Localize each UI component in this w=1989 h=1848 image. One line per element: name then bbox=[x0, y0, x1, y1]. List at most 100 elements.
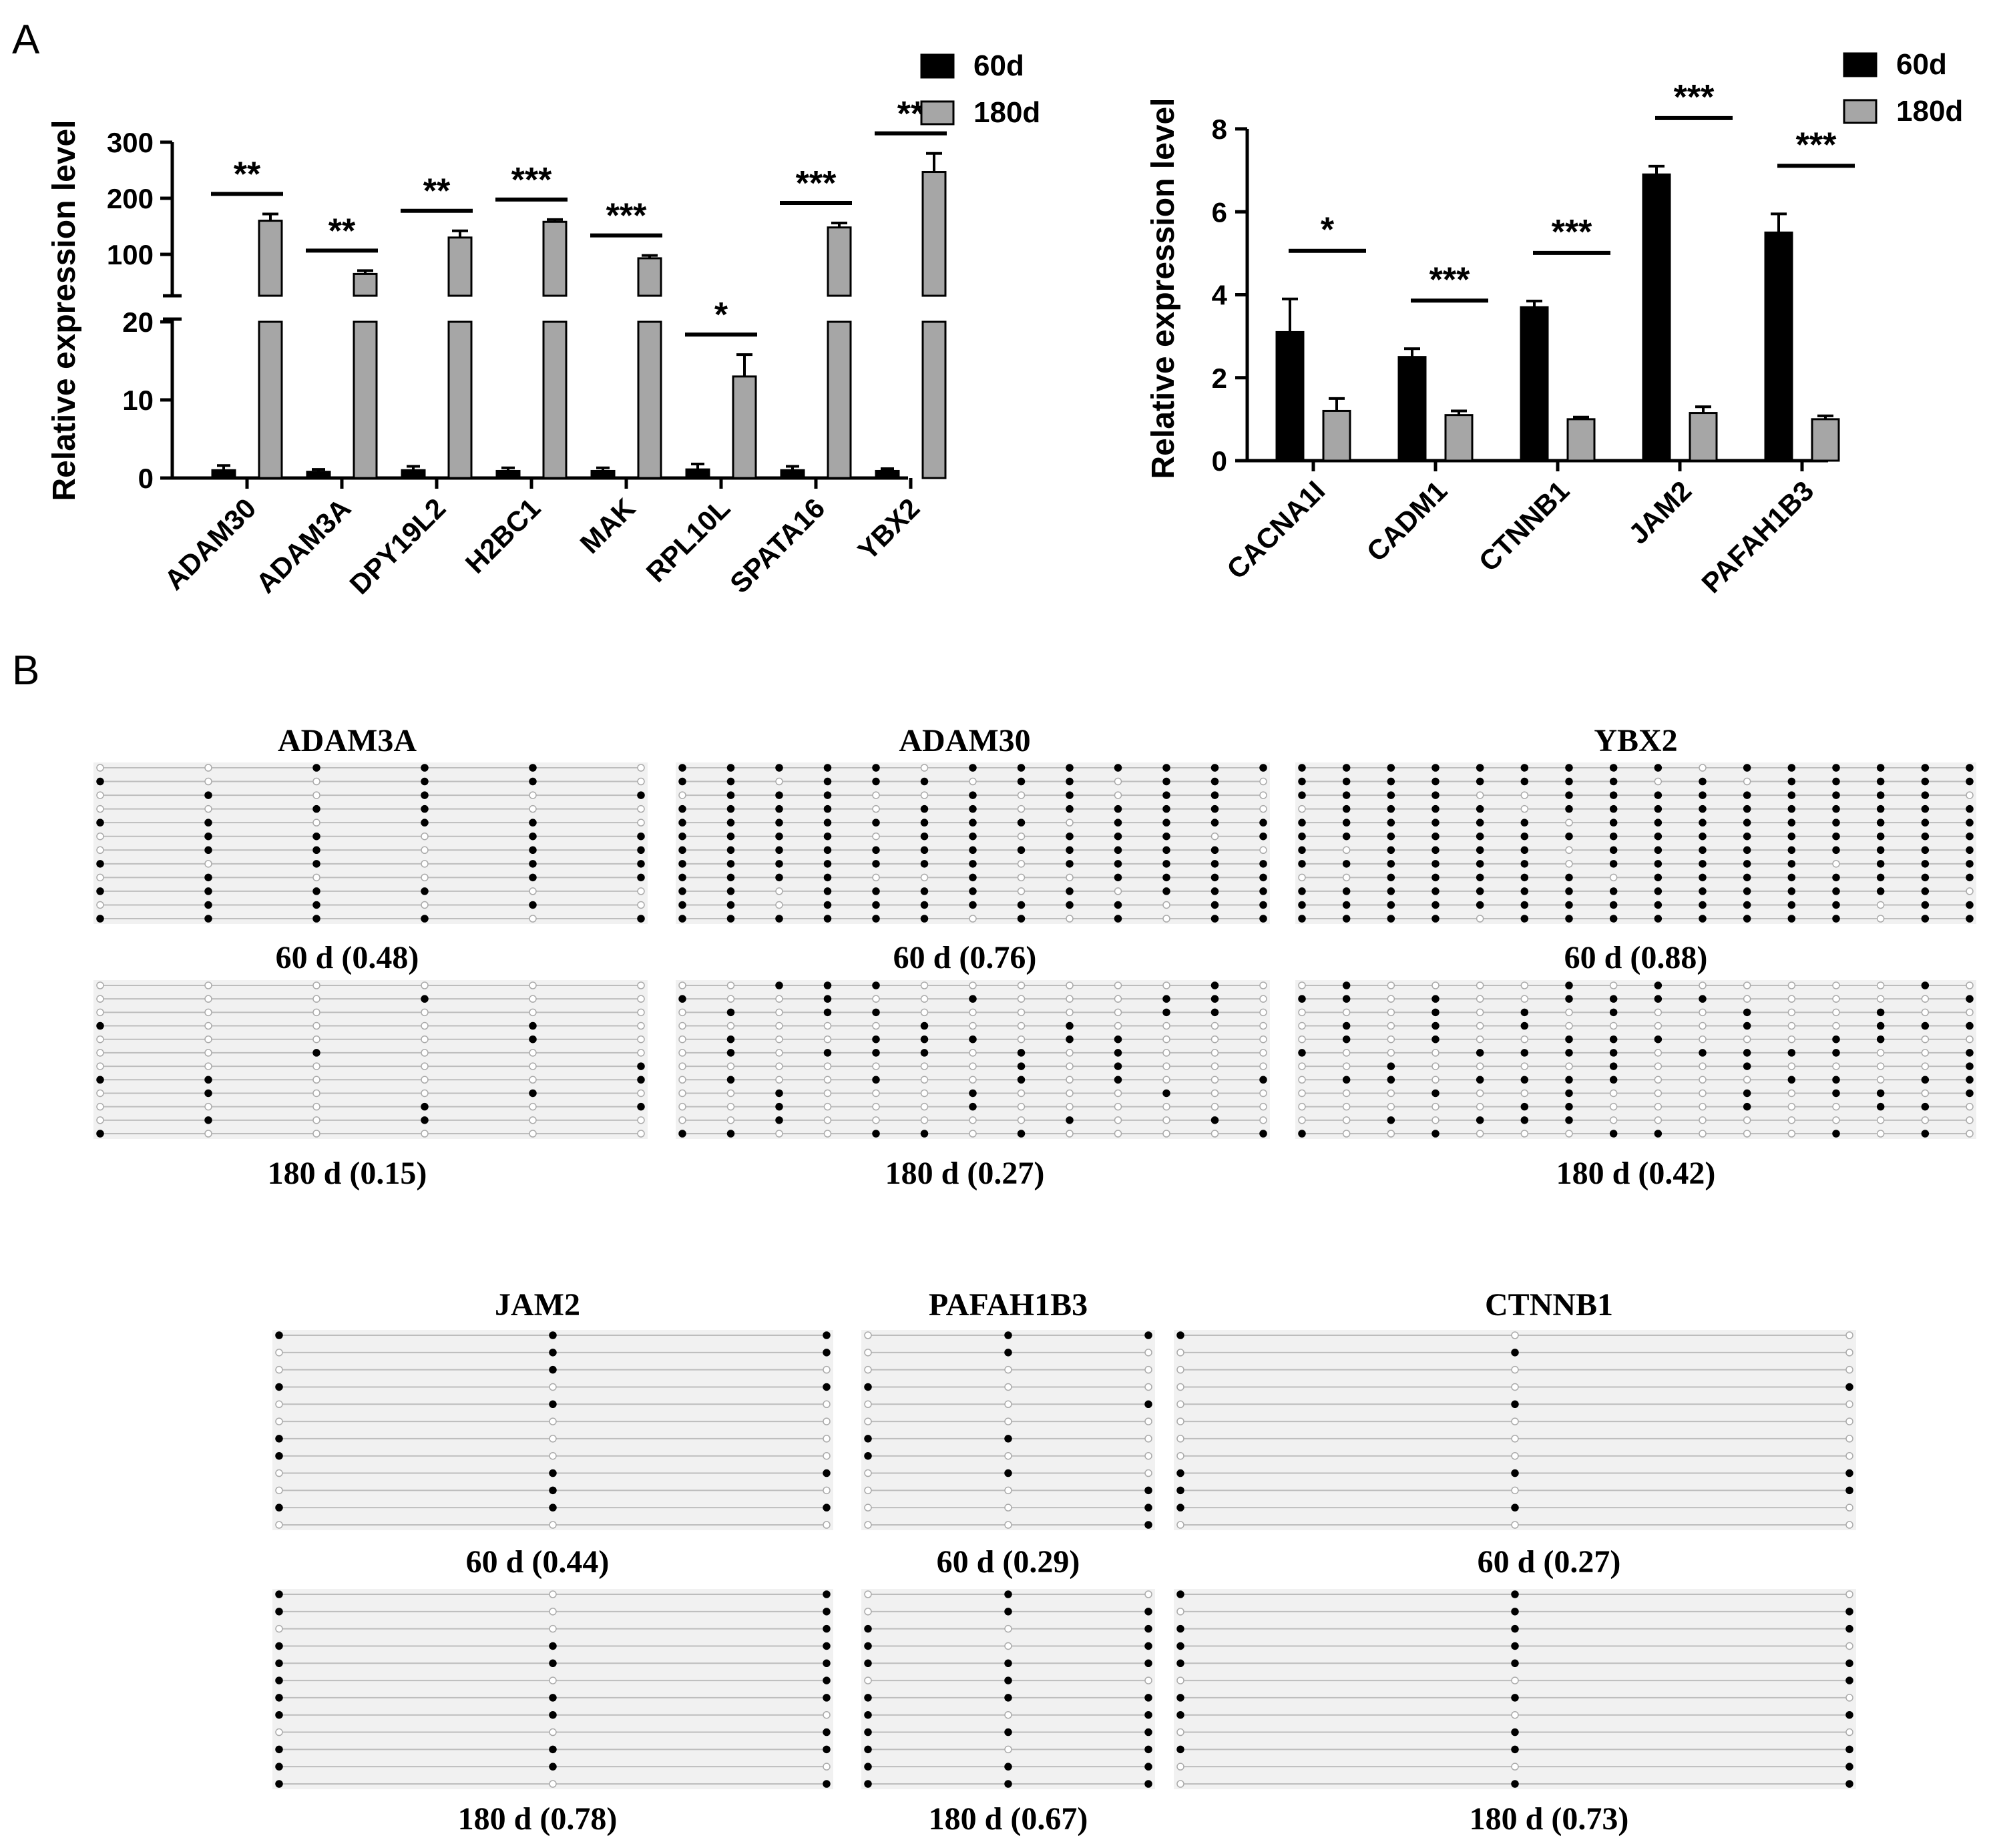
cpg-unmethylated bbox=[1966, 1008, 1974, 1017]
cpg-unmethylated bbox=[204, 1021, 212, 1030]
y-axis-label: Relative expression level bbox=[1146, 98, 1181, 479]
cpg-unmethylated bbox=[1609, 1102, 1618, 1111]
label-ADAM30-60d: 60 d (0.76) bbox=[893, 940, 1037, 975]
cpg-methylated bbox=[1476, 832, 1484, 841]
cpg-unmethylated bbox=[1565, 860, 1573, 868]
cpg-methylated bbox=[1699, 832, 1707, 841]
cpg-unmethylated bbox=[421, 860, 429, 868]
cpg-unmethylated bbox=[549, 1728, 557, 1737]
cpg-methylated bbox=[1520, 901, 1529, 909]
cpg-methylated bbox=[1876, 1008, 1885, 1017]
cpg-methylated bbox=[1259, 1076, 1267, 1084]
label-PAFAH1B3-60d: 60 d (0.29) bbox=[937, 1544, 1080, 1580]
cpg-unmethylated bbox=[823, 1021, 832, 1030]
cpg-unmethylated bbox=[549, 1521, 557, 1529]
cpg-methylated bbox=[1431, 1089, 1440, 1098]
legend-swatch-60d bbox=[1843, 52, 1877, 77]
cpg-unmethylated bbox=[920, 764, 929, 772]
cpg-unmethylated bbox=[1298, 1008, 1306, 1017]
cpg-unmethylated bbox=[678, 1008, 686, 1017]
cpg-unmethylated bbox=[1114, 981, 1122, 989]
cpg-methylated bbox=[920, 846, 929, 855]
cpg-methylated bbox=[312, 832, 320, 841]
cpg-unmethylated bbox=[1520, 981, 1529, 989]
cpg-methylated bbox=[1431, 887, 1440, 895]
cpg-methylated bbox=[823, 901, 832, 909]
cpg-methylated bbox=[1966, 819, 1974, 827]
cpg-methylated bbox=[678, 860, 686, 868]
bar-180d bbox=[637, 320, 662, 479]
cpg-methylated bbox=[726, 764, 735, 772]
cpg-methylated bbox=[1342, 1021, 1351, 1030]
bar-60d bbox=[1520, 306, 1549, 462]
cpg-methylated bbox=[969, 791, 977, 799]
cpg-methylated bbox=[1654, 901, 1663, 909]
cpg-methylated bbox=[775, 832, 783, 841]
cpg-unmethylated bbox=[1699, 764, 1707, 772]
cpg-unmethylated bbox=[1176, 1728, 1184, 1737]
cpg-unmethylated bbox=[96, 1035, 104, 1044]
cpg-unmethylated bbox=[1259, 791, 1267, 799]
cpg-unmethylated bbox=[1342, 1102, 1351, 1111]
significance-label: * bbox=[714, 296, 728, 334]
cpg-methylated bbox=[1004, 1590, 1012, 1598]
cpg-unmethylated bbox=[275, 1349, 283, 1357]
cpg-methylated bbox=[1845, 1710, 1853, 1719]
cpg-unmethylated bbox=[823, 1763, 831, 1771]
cpg-unmethylated bbox=[421, 832, 429, 841]
cpg-methylated bbox=[1431, 832, 1440, 841]
legend-b: 60d 180d bbox=[1843, 48, 1963, 128]
cpg-unmethylated bbox=[1845, 1504, 1853, 1512]
cpg-methylated bbox=[775, 1116, 783, 1124]
cpg-methylated bbox=[1298, 1049, 1306, 1057]
cpg-methylated bbox=[1565, 981, 1573, 989]
cpg-unmethylated bbox=[1259, 846, 1267, 855]
cpg-methylated bbox=[1966, 901, 1974, 909]
cpg-unmethylated bbox=[678, 791, 686, 799]
cpg-methylated bbox=[204, 887, 212, 895]
cpg-methylated bbox=[823, 1608, 831, 1616]
cpg-methylated bbox=[1699, 791, 1707, 799]
cpg-methylated bbox=[637, 832, 645, 841]
cpg-methylated bbox=[1520, 915, 1529, 923]
cpg-unmethylated bbox=[678, 1062, 686, 1070]
cpg-methylated bbox=[775, 915, 783, 923]
cpg-unmethylated bbox=[529, 791, 537, 799]
cpg-methylated bbox=[1210, 901, 1219, 909]
cpg-methylated bbox=[1845, 1659, 1853, 1668]
cpg-methylated bbox=[872, 860, 880, 868]
cpg-methylated bbox=[969, 832, 977, 841]
cpg-methylated bbox=[1787, 764, 1796, 772]
cpg-unmethylated bbox=[1876, 1076, 1885, 1084]
cpg-methylated bbox=[1259, 1130, 1267, 1138]
cpg-methylated bbox=[637, 1062, 645, 1070]
cpg-unmethylated bbox=[421, 1008, 429, 1017]
cpg-methylated bbox=[678, 1130, 686, 1138]
cpg-unmethylated bbox=[96, 981, 104, 989]
cpg-methylated bbox=[1387, 915, 1395, 923]
cpg-methylated bbox=[1511, 1745, 1519, 1754]
y-tick-label: 6 bbox=[1212, 196, 1227, 228]
cpg-unmethylated bbox=[1176, 1383, 1184, 1391]
cpg-unmethylated bbox=[421, 1130, 429, 1138]
panel-background bbox=[861, 1330, 1155, 1530]
cpg-unmethylated bbox=[1004, 1486, 1012, 1495]
cpg-methylated bbox=[1144, 1694, 1152, 1702]
cpg-unmethylated bbox=[1017, 1021, 1026, 1030]
cpg-unmethylated bbox=[1511, 1486, 1519, 1495]
cpg-methylated bbox=[1114, 1035, 1122, 1044]
cpg-methylated bbox=[864, 1710, 872, 1719]
cpg-methylated bbox=[1114, 901, 1122, 909]
cpg-unmethylated bbox=[1342, 1049, 1351, 1057]
cpg-unmethylated bbox=[1565, 819, 1573, 827]
cpg-methylated bbox=[1144, 1400, 1152, 1409]
cpg-methylated bbox=[1066, 887, 1074, 895]
cpg-methylated bbox=[1966, 1049, 1974, 1057]
cpg-unmethylated bbox=[1565, 1130, 1573, 1138]
cpg-methylated bbox=[1832, 901, 1840, 909]
cpg-unmethylated bbox=[1004, 1400, 1012, 1409]
cpg-methylated bbox=[1921, 873, 1930, 882]
cpg-unmethylated bbox=[1431, 1102, 1440, 1111]
cpg-unmethylated bbox=[529, 981, 537, 989]
cpg-methylated bbox=[1743, 1062, 1751, 1070]
